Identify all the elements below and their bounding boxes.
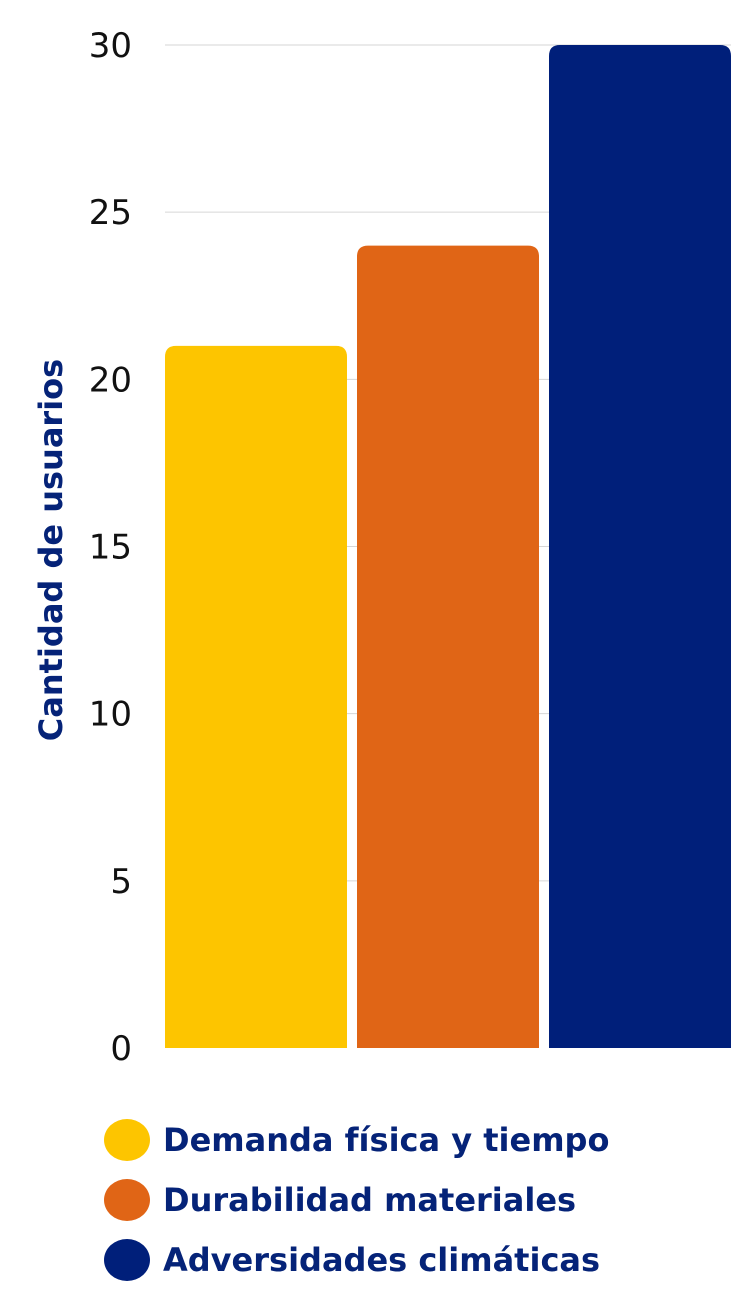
legend-swatch — [104, 1179, 150, 1221]
legend-label: Demanda física y tiempo — [163, 1121, 609, 1159]
legend-swatch — [104, 1119, 150, 1161]
y-tick-label: 30 — [89, 26, 132, 66]
legend-label: Durabilidad materiales — [163, 1181, 576, 1219]
legend-item: Adversidades climáticas — [104, 1239, 600, 1281]
y-tick-label: 20 — [89, 360, 132, 400]
y-tick-label: 10 — [89, 695, 132, 735]
y-axis-title: Cantidad de usuarios — [32, 359, 70, 741]
y-axis-ticks: 0 5 10 15 20 25 30 — [89, 26, 132, 1069]
legend-item: Durabilidad materiales — [104, 1179, 576, 1221]
y-tick-label: 0 — [110, 1029, 132, 1069]
legend-label: Adversidades climáticas — [163, 1241, 600, 1279]
bar-adversidades-clim-ticas — [549, 45, 731, 1048]
y-tick-label: 15 — [89, 528, 132, 568]
legend-item: Demanda física y tiempo — [104, 1119, 609, 1161]
legend-swatch — [104, 1239, 150, 1281]
bar-durabilidad-materiales — [357, 245, 539, 1049]
bars — [165, 45, 731, 1049]
y-tick-label: 25 — [89, 193, 132, 233]
legend: Demanda física y tiempo Durabilidad mater… — [104, 1119, 609, 1281]
y-tick-label: 5 — [110, 862, 132, 902]
bar-demanda-f-sica-y-tiempo — [165, 345, 347, 1048]
